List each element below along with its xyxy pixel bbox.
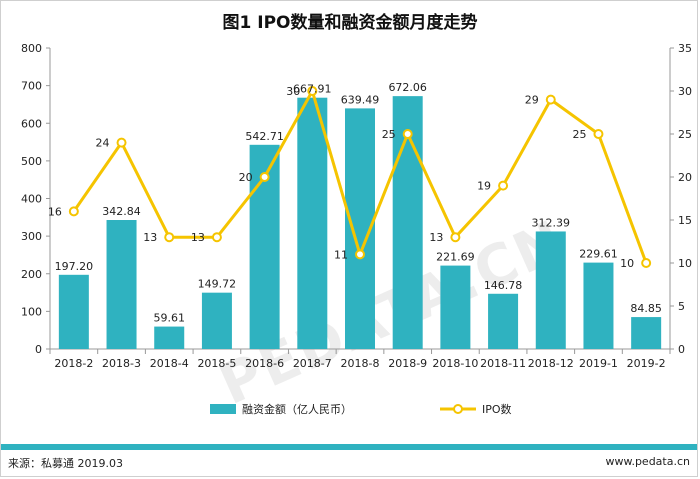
x-tick-label: 2018-5 xyxy=(197,357,236,370)
right-tick-label: 35 xyxy=(678,42,692,55)
x-tick-label: 2019-2 xyxy=(627,357,666,370)
bar xyxy=(583,262,614,349)
left-tick-label: 300 xyxy=(21,230,42,243)
left-tick-label: 100 xyxy=(21,305,42,318)
right-tick-label: 0 xyxy=(678,343,685,356)
left-tick-label: 500 xyxy=(21,155,42,168)
right-tick-label: 5 xyxy=(678,300,685,313)
ipo-point xyxy=(498,180,509,191)
ipo-value-label: 13 xyxy=(429,231,443,244)
left-tick-label: 0 xyxy=(35,343,42,356)
ipo-value-label: 29 xyxy=(525,94,539,107)
bar xyxy=(297,97,328,350)
bar-value-label: 197.20 xyxy=(55,260,94,273)
bar-value-label: 221.69 xyxy=(436,251,475,264)
x-tick-label: 2018-12 xyxy=(528,357,574,370)
left-tick-label: 200 xyxy=(21,268,42,281)
legend: 融资金额（亿人民币） IPO数 xyxy=(210,402,512,416)
legend-swatch-marker xyxy=(453,404,463,414)
ipo-value-label: 30 xyxy=(286,85,300,98)
right-tick-label: 20 xyxy=(678,171,692,184)
ipo-value-label: 20 xyxy=(239,171,253,184)
ipo-value-label: 19 xyxy=(477,180,491,193)
x-tick-label: 2018-3 xyxy=(102,357,141,370)
right-tick-label: 15 xyxy=(678,214,692,227)
ipo-point xyxy=(116,137,127,148)
axes: 0 100 200 300 400 500 600 700 800 0 5 10 15 20 25 30 35 2… xyxy=(21,42,692,370)
ipo-value-label: 25 xyxy=(382,128,396,141)
legend-swatch-bar xyxy=(210,404,236,414)
ipo-value-label: 24 xyxy=(96,137,110,150)
ipo-value-label: 13 xyxy=(143,231,157,244)
ipo-point xyxy=(641,258,652,268)
bar xyxy=(631,317,662,349)
chart-title: 图1 IPO数量和融资金额月度走势 xyxy=(222,13,478,33)
ipo-value-label: 11 xyxy=(334,248,348,261)
bar-value-label: 229.61 xyxy=(579,248,618,261)
ipo-value-label: 25 xyxy=(572,128,586,141)
bar-value-label: 542.71 xyxy=(245,130,284,143)
ipo-point xyxy=(593,129,604,139)
left-tick-label: 400 xyxy=(21,193,42,206)
bar xyxy=(488,293,519,349)
ipo-value-label: 16 xyxy=(48,205,62,218)
bar xyxy=(201,292,232,349)
x-tick-label: 2018-7 xyxy=(293,357,332,370)
bar-value-label: 639.49 xyxy=(341,93,380,106)
bar-series xyxy=(58,96,662,350)
bar xyxy=(58,274,89,349)
bar-value-label: 342.84 xyxy=(102,205,141,218)
bar-value-label: 59.61 xyxy=(153,312,185,325)
legend-label-line: IPO数 xyxy=(482,403,512,416)
ipo-point xyxy=(307,86,318,96)
footer-band xyxy=(1,444,697,450)
x-tick-label: 2018-4 xyxy=(150,357,189,370)
ipo-point xyxy=(68,206,79,217)
line-series xyxy=(68,86,652,268)
x-tick-label: 2018-6 xyxy=(245,357,284,370)
left-tick-label: 600 xyxy=(21,117,42,130)
website-link[interactable]: www.pedata.cn xyxy=(605,455,690,468)
x-tick-label: 2018-9 xyxy=(388,357,427,370)
left-tick-label: 700 xyxy=(21,80,42,93)
ipo-point xyxy=(211,232,222,243)
ipo-point xyxy=(402,129,413,139)
legend-label-bar: 融资金额（亿人民币） xyxy=(242,402,352,416)
x-tick-label: 2019-1 xyxy=(579,357,618,370)
bar-value-label: 672.06 xyxy=(388,81,427,94)
ipo-value-label: 10 xyxy=(620,257,634,270)
right-tick-label: 30 xyxy=(678,85,692,98)
bar-value-label: 667.91 xyxy=(293,83,332,96)
x-tick-label: 2018-11 xyxy=(480,357,526,370)
source-note: 来源：私募通 2019.03 xyxy=(8,457,123,470)
bar xyxy=(106,220,137,349)
right-tick-label: 25 xyxy=(678,128,692,141)
bar-value-label: 149.72 xyxy=(198,278,237,291)
ipo-point xyxy=(164,232,175,243)
ipo-point xyxy=(450,232,461,243)
bar-value-label: 84.85 xyxy=(630,302,662,315)
data-labels: 197.20 342.84 59.61 149.72 542.71 667.91 639.4… xyxy=(48,81,662,324)
bar xyxy=(440,265,471,349)
x-tick-label: 2018-2 xyxy=(54,357,93,370)
x-tick-label: 2018-8 xyxy=(341,357,380,370)
ipo-point xyxy=(355,249,365,260)
bar-value-label: 146.78 xyxy=(484,279,523,292)
bar-value-label: 312.39 xyxy=(532,216,571,229)
left-tick-label: 800 xyxy=(21,42,42,55)
bar xyxy=(154,326,185,349)
ipo-value-label: 13 xyxy=(191,231,205,244)
ipo-point xyxy=(545,94,556,105)
right-tick-label: 10 xyxy=(678,257,692,270)
bar xyxy=(535,231,566,349)
x-tick-label: 2018-10 xyxy=(432,357,478,370)
ipo-point xyxy=(259,172,270,182)
